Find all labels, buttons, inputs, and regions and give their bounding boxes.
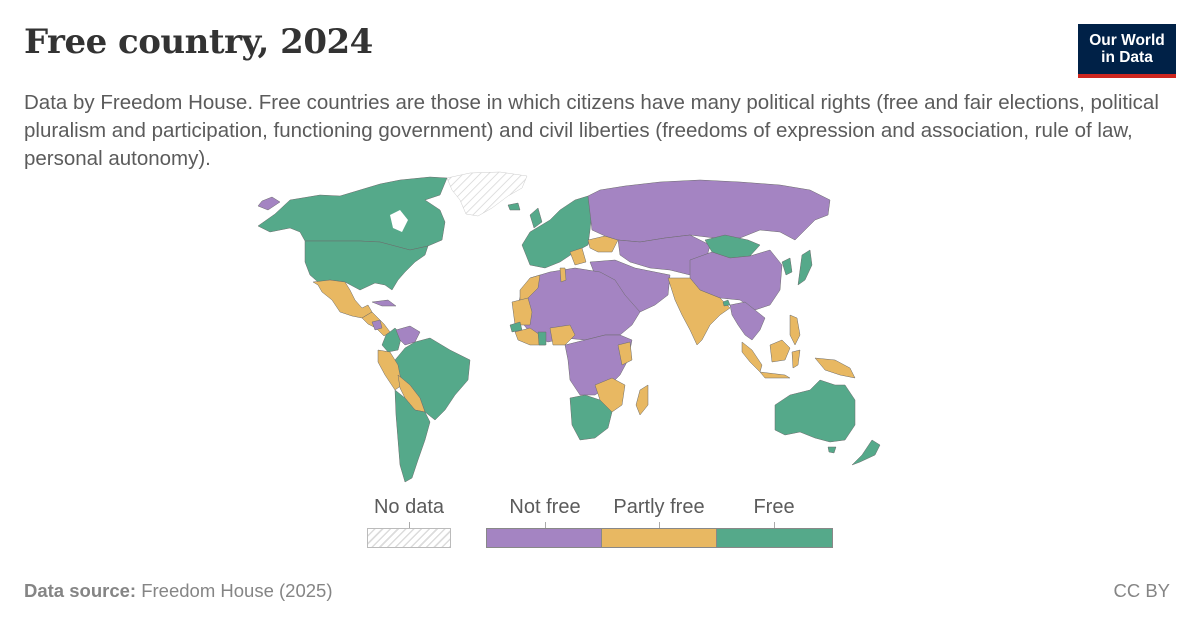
logo-line-1: Our World: [1089, 32, 1165, 49]
region-kenya: [617, 341, 633, 366]
data-source-label: Data source:: [24, 580, 137, 601]
region-new-zealand: [851, 439, 881, 466]
region-india: [667, 277, 731, 346]
data-source-link[interactable]: Freedom House (2025): [141, 580, 333, 601]
legend-label-not-free: Not free: [509, 496, 581, 518]
region-peru: [377, 349, 403, 391]
legend-swatch-free[interactable]: [716, 528, 833, 548]
legend-label-free: Free: [753, 496, 795, 518]
legend-tick-free: [774, 522, 775, 528]
legend-label-partly-free: Partly free: [613, 496, 705, 518]
region-se-asia-mainland: [729, 301, 766, 341]
region-sumatra: [741, 341, 763, 373]
region-cuba: [371, 299, 397, 307]
world-map: [257, 171, 881, 483]
region-korea: [781, 257, 793, 276]
region-nicaragua: [371, 319, 383, 331]
region-madagascar: [635, 384, 649, 416]
legend-tick-no-data: [409, 522, 410, 528]
legend-tick-partly-free: [659, 522, 660, 528]
region-uk: [529, 207, 543, 229]
region-png: [814, 357, 856, 379]
region-java: [759, 371, 791, 379]
region-australia: [774, 379, 856, 443]
region-borneo: [769, 339, 791, 363]
data-source: Data source: Freedom House (2025): [24, 580, 332, 602]
region-balkans: [569, 247, 587, 266]
region-tunisia: [559, 267, 567, 283]
logo-line-2: in Data: [1101, 49, 1153, 66]
region-colombia: [381, 327, 403, 353]
region-sulawesi: [791, 349, 801, 369]
region-ghana: [537, 331, 547, 346]
region-mauritania: [511, 297, 533, 326]
legend-label-no-data: No data: [373, 496, 445, 518]
legend-tick-not-free: [545, 522, 546, 528]
region-southern-africa: [569, 394, 613, 441]
region-central-africa: [564, 334, 633, 396]
region-iceland: [507, 202, 521, 211]
legend-swatch-partly-free[interactable]: [601, 528, 717, 548]
region-bhutan: [722, 299, 731, 307]
region-nigeria: [549, 324, 576, 346]
license-link[interactable]: CC BY: [1113, 580, 1170, 601]
region-argentina-chile: [394, 389, 431, 483]
region-canada: [257, 176, 448, 251]
region-tasmania: [827, 446, 837, 454]
chart-title: Free country, 2024: [24, 22, 373, 62]
chart-subtitle: Data by Freedom House. Free countries ar…: [24, 91, 1159, 170]
region-philippines: [789, 314, 801, 346]
region-japan: [797, 249, 813, 286]
region-greenland: [446, 171, 528, 217]
legend-swatch-not-free[interactable]: [486, 528, 602, 548]
region-hudson-bay: [390, 210, 408, 232]
region-russia: [587, 179, 831, 243]
owid-logo[interactable]: Our World in Data: [1078, 24, 1176, 78]
region-alaska: [257, 196, 281, 211]
legend-swatch-no-data[interactable]: [367, 528, 451, 548]
